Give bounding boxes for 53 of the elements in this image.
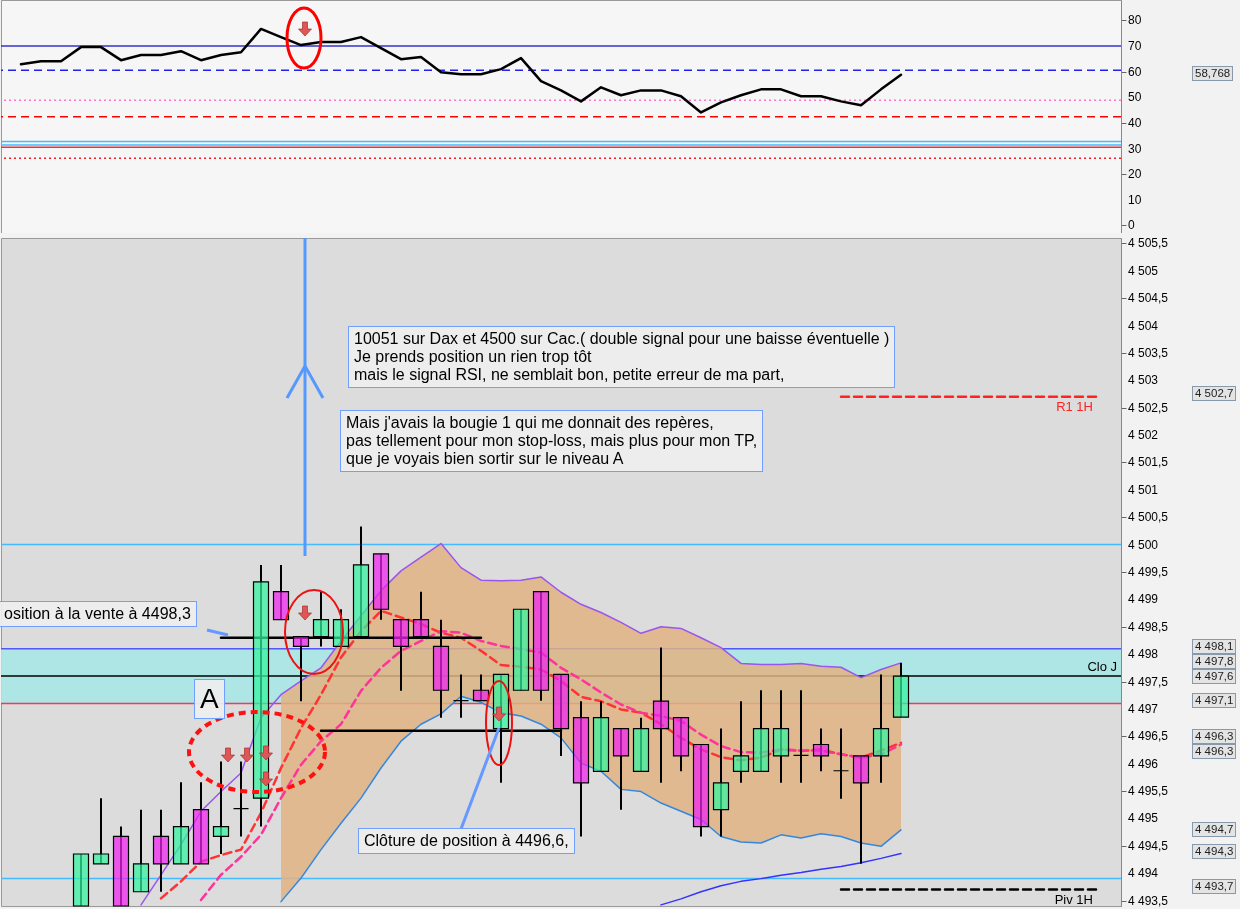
annotation: A (194, 679, 225, 719)
text: 4 502,7 (1192, 386, 1237, 401)
y-tick-label: 4 505 (1128, 263, 1159, 278)
y-tick-label: 0 (1128, 218, 1135, 233)
y-tick-label: 4 497 (1128, 701, 1159, 716)
y-tick-label: 70 (1128, 39, 1142, 54)
y-tick-label: 4 495,5 (1128, 784, 1169, 799)
y-tick-label: 10 (1128, 192, 1142, 207)
y-tick-label: 4 494,5 (1128, 838, 1169, 853)
y-tick-label: 4 495 (1128, 811, 1159, 826)
y-tick-label: 4 505,5 (1128, 236, 1169, 251)
ref-line-label: Clo J (1087, 659, 1117, 675)
y-tick-label: 4 501 (1128, 482, 1159, 497)
text: 4 496,3 (1192, 729, 1237, 744)
y-tick-label: 4 503 (1128, 373, 1159, 388)
y-tick-label: 4 496,5 (1128, 729, 1169, 744)
text: 4 497,1 (1192, 693, 1237, 708)
y-tick-label: 4 502,5 (1128, 400, 1169, 415)
text: 4 494,7 (1192, 822, 1237, 837)
text: 58,768 (1192, 66, 1234, 81)
y-tick-label: 4 500,5 (1128, 510, 1169, 525)
y-tick-label: 80 (1128, 13, 1142, 28)
y-tick-label: 4 504,5 (1128, 291, 1169, 306)
text: 4 493,7 (1192, 879, 1237, 894)
y-tick-label: 20 (1128, 167, 1142, 182)
y-tick-label: 4 498 (1128, 647, 1159, 662)
y-tick-label: 4 493,5 (1128, 893, 1169, 908)
y-tick-label: 30 (1128, 141, 1142, 156)
y-tick-label: 4 497,5 (1128, 674, 1169, 689)
y-tick-label: 4 501,5 (1128, 455, 1169, 470)
y-tick-label: 60 (1128, 64, 1142, 79)
y-tick-label: 4 500 (1128, 537, 1159, 552)
y-tick-label: 4 498,5 (1128, 619, 1169, 634)
series-label: Piv 1H (1054, 891, 1093, 907)
y-tick-label: 4 504 (1128, 318, 1159, 333)
text: 4 497,6 (1192, 669, 1237, 684)
y-tick-label: 4 499 (1128, 592, 1159, 607)
text: 4 498,1 (1192, 639, 1237, 654)
text: 4 496,3 (1192, 744, 1237, 759)
y-tick-label: 4 502 (1128, 428, 1159, 443)
annotation: Mais j'avais la bougie 1 qui me donnait des repères, pas tellement pour mon stop-loss, mais plus pour mon TP, que je voyais bien sortir sur le niveau A (340, 410, 764, 472)
y-tick-label: 4 494 (1128, 866, 1159, 881)
series-label: R1 1H (1056, 398, 1093, 414)
annotation: 10051 sur Dax et 4500 sur Cac.( double signal pour une baisse éventuelle ) Je prends position un rien trop tôt mais le signal RSI, ne semblait bon, petite erreur de ma part, (348, 326, 896, 388)
y-tick-label: 40 (1128, 115, 1142, 130)
text: 4 497,8 (1192, 654, 1237, 669)
text: 4 494,3 (1192, 844, 1237, 859)
y-tick-label: 4 496 (1128, 756, 1159, 771)
y-tick-label: 4 499,5 (1128, 565, 1169, 579)
annotation: osition à la vente à 4498,3 (0, 601, 197, 627)
y-tick-label: 4 503,5 (1128, 345, 1169, 360)
annotation: Clôture de position à 4496,6, (358, 828, 575, 854)
y-tick-label: 50 (1128, 90, 1142, 105)
